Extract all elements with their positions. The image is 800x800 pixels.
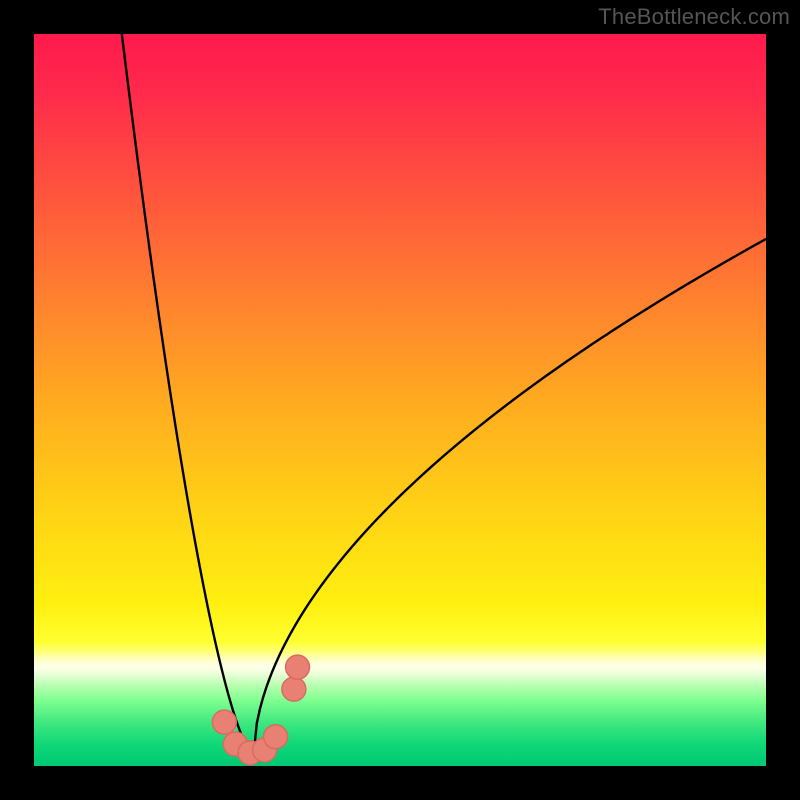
- curve-marker: [282, 677, 306, 701]
- curve-marker: [286, 655, 310, 679]
- bottleneck-chart: [0, 0, 800, 800]
- watermark-text: TheBottleneck.com: [598, 4, 790, 30]
- curve-marker: [212, 710, 236, 734]
- curve-marker: [264, 725, 288, 749]
